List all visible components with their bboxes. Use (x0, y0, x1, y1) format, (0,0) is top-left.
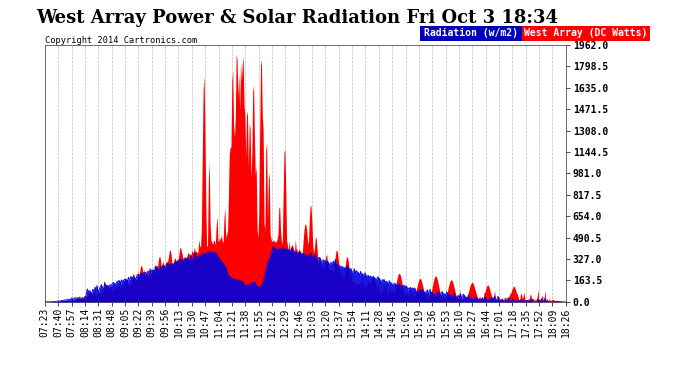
Text: West Array Power & Solar Radiation Fri Oct 3 18:34: West Array Power & Solar Radiation Fri O… (36, 9, 558, 27)
Text: West Array (DC Watts): West Array (DC Watts) (524, 28, 648, 38)
Text: Radiation (w/m2): Radiation (w/m2) (424, 28, 518, 38)
Text: Copyright 2014 Cartronics.com: Copyright 2014 Cartronics.com (45, 36, 197, 45)
